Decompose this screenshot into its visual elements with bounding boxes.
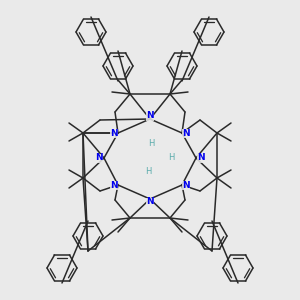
Text: H: H [168, 152, 174, 161]
Text: H: H [145, 167, 151, 176]
Text: N: N [197, 154, 205, 163]
Text: N: N [95, 154, 103, 163]
Text: N: N [182, 181, 190, 190]
Text: N: N [110, 128, 118, 137]
Text: N: N [146, 112, 154, 121]
Text: N: N [146, 197, 154, 206]
Text: N: N [110, 181, 118, 190]
Text: H: H [148, 139, 154, 148]
Text: N: N [182, 128, 190, 137]
